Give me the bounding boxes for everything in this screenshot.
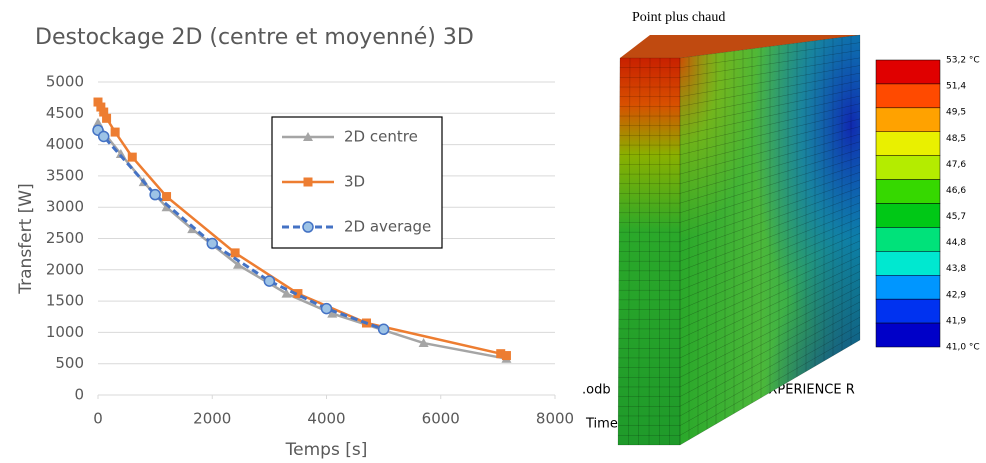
legend-label: 2D centre xyxy=(344,128,418,146)
line-chart: Destockage 2D (centre et moyenné) 3D Temp… xyxy=(16,25,574,460)
marker xyxy=(162,192,171,201)
marker xyxy=(303,222,313,232)
chart-title: Destockage 2D (centre et moyenné) 3D xyxy=(35,25,474,50)
y-tick-label: 1500 xyxy=(46,292,84,310)
scale-label: 41,0 °C xyxy=(946,343,980,353)
scale-band xyxy=(876,275,940,299)
x-tick-label: 8000 xyxy=(536,410,574,428)
marker xyxy=(111,128,120,137)
x-tick-label: 6000 xyxy=(422,410,460,428)
scale-band xyxy=(876,251,940,275)
marker xyxy=(264,276,274,286)
marker xyxy=(128,153,137,162)
y-tick-label: 1000 xyxy=(46,323,84,341)
marker xyxy=(304,178,313,187)
scale-label: 45,7 xyxy=(946,212,966,222)
scale-label: 49,5 xyxy=(946,108,966,118)
info-text: .odb xyxy=(582,383,611,398)
x-axis-label: Temps [s] xyxy=(285,440,368,460)
y-axis-label: Transfert [W] xyxy=(16,183,36,295)
scale-label: 48,5 xyxy=(946,134,966,144)
scale-band xyxy=(876,323,940,347)
y-tick-label: 2000 xyxy=(46,260,84,278)
scale-label: 51,4 xyxy=(946,82,966,92)
legend-label: 2D average xyxy=(344,218,431,236)
scale-band xyxy=(876,156,940,180)
scale-label: 47,6 xyxy=(946,160,966,170)
scale-label: 41,9 xyxy=(946,316,966,326)
page: Destockage 2D (centre et moyenné) 3D Temp… xyxy=(0,0,986,463)
scale-band xyxy=(876,108,940,132)
marker xyxy=(322,304,332,314)
y-tick-label: 3000 xyxy=(46,198,84,216)
scale-label: 43,8 xyxy=(946,264,966,274)
legend-label: 3D xyxy=(344,173,365,191)
scale-label: 46,6 xyxy=(946,186,966,196)
x-tick-label: 2000 xyxy=(193,410,231,428)
y-tick-label: 4500 xyxy=(46,104,84,122)
contour-title: Point plus chaud xyxy=(632,10,725,25)
scale-band xyxy=(876,60,940,84)
scale-band xyxy=(876,299,940,323)
scale-band xyxy=(876,132,940,156)
marker xyxy=(102,114,111,123)
y-tick-label: 0 xyxy=(74,386,84,404)
scale-band xyxy=(876,227,940,251)
y-tick-label: 500 xyxy=(55,354,84,372)
marker xyxy=(150,190,160,200)
y-tick-label: 2500 xyxy=(46,229,84,247)
marker xyxy=(99,131,109,141)
scale-band xyxy=(876,180,940,204)
x-tick-label: 0 xyxy=(93,410,103,428)
marker xyxy=(379,324,389,334)
scale-band xyxy=(876,84,940,108)
marker xyxy=(207,239,217,249)
y-tick-label: 4000 xyxy=(46,135,84,153)
x-tick-label: 4000 xyxy=(307,410,345,428)
scale-label: 44,8 xyxy=(946,238,966,248)
marker xyxy=(231,248,240,257)
y-tick-label: 5000 xyxy=(46,73,84,91)
marker xyxy=(502,351,511,360)
scale-label: 42,9 xyxy=(946,290,966,300)
scale-band xyxy=(876,204,940,228)
color-scale: 53,2 °C 51,4 49,5 48,5 47,6 46,6 45,7 44,8 43,8 4… xyxy=(876,56,980,353)
scale-label: 53,2 °C xyxy=(946,56,980,66)
contour-plot: Point plus chaud .odb Abaqus/Standard 3D… xyxy=(582,10,980,445)
y-tick-label: 3500 xyxy=(46,166,84,184)
